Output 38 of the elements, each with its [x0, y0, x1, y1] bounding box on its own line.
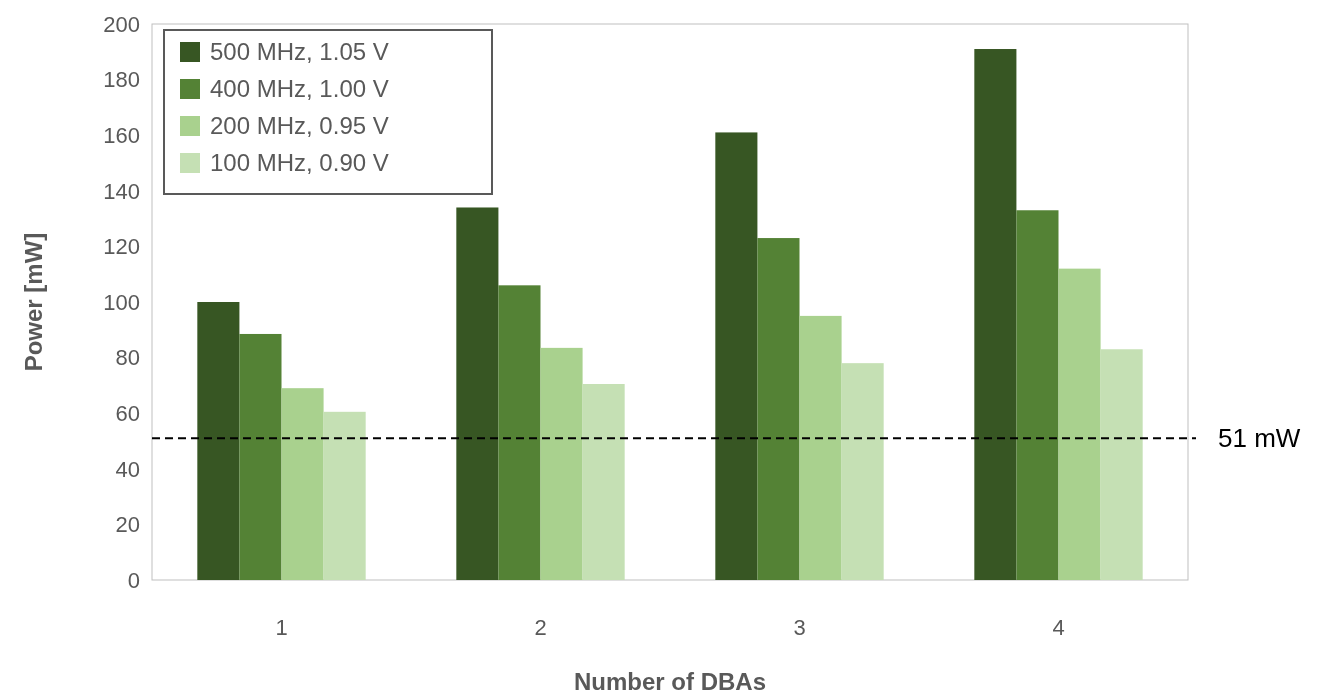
- y-tick-label: 160: [103, 122, 140, 148]
- y-tick-label: 60: [115, 400, 140, 426]
- y-tick-label: 40: [115, 456, 140, 482]
- ref-line-label: 51 mW: [1218, 423, 1301, 454]
- x-tick-label: 4: [1052, 615, 1065, 640]
- x-tick-label: 1: [275, 615, 288, 640]
- bar: [197, 302, 240, 580]
- bar: [974, 49, 1017, 580]
- bar: [239, 333, 282, 580]
- y-tick-label: 80: [115, 345, 140, 371]
- legend-label: 100 MHz, 0.90 V: [210, 149, 389, 177]
- y-tick-label: 120: [103, 234, 140, 260]
- legend-label: 200 MHz, 0.95 V: [210, 112, 389, 140]
- bar: [757, 238, 800, 580]
- x-axis-title: Number of DBAs: [573, 668, 767, 695]
- bar: [281, 388, 324, 580]
- y-tick-label: 100: [103, 289, 140, 315]
- bar: [498, 285, 541, 580]
- bar: [715, 132, 758, 580]
- bar: [799, 315, 842, 580]
- x-tick-label: 2: [534, 615, 547, 640]
- y-tick-label: 200: [103, 11, 140, 37]
- legend-label: 500 MHz, 1.05 V: [210, 38, 389, 66]
- y-tick-label: 0: [127, 567, 140, 593]
- legend-label: 400 MHz, 1.00 V: [210, 75, 389, 103]
- bar: [1016, 210, 1059, 580]
- bar: [1058, 268, 1101, 580]
- bar: [1100, 349, 1143, 580]
- bar: [323, 411, 366, 580]
- y-tick-label: 20: [115, 512, 140, 538]
- bar: [456, 207, 499, 580]
- y-tick-label: 140: [103, 178, 140, 204]
- bar: [582, 384, 625, 580]
- bar: [841, 363, 884, 580]
- x-tick-label: 3: [793, 615, 806, 640]
- y-axis-title: Power [mW]: [20, 232, 47, 372]
- y-tick-label: 180: [103, 67, 140, 93]
- bar: [540, 347, 583, 580]
